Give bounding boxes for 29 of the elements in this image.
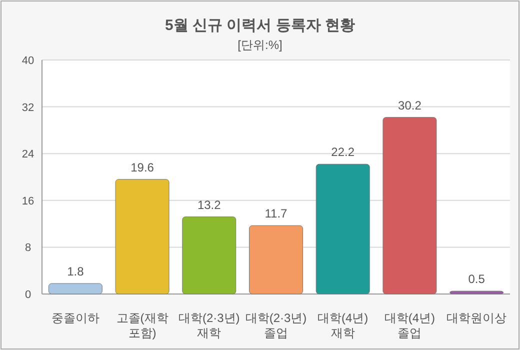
x-tick-label: 대학(4년) 졸업: [384, 311, 436, 340]
y-tick-label: 32: [22, 102, 34, 114]
data-label: 11.7: [264, 206, 288, 221]
chart-subtitle: [단위:%]: [238, 38, 282, 52]
y-tick-label: 24: [22, 148, 34, 161]
data-label: 22.2: [331, 145, 355, 160]
bar: [450, 290, 504, 294]
y-tick-label: 8: [24, 242, 32, 254]
x-tick-label: 대학(2·3년) 졸업: [245, 311, 307, 340]
bar: [115, 179, 170, 294]
y-tick-label: 16: [22, 195, 34, 208]
y-tick-label: 0: [24, 289, 32, 301]
data-label: 13.2: [197, 198, 222, 212]
bar: [382, 117, 437, 294]
x-tick-label: 대학원이상: [446, 311, 507, 325]
bar: [182, 216, 236, 294]
data-label: 0.5: [468, 272, 486, 286]
bar: [249, 225, 303, 294]
bar: [48, 283, 102, 294]
data-label: 19.6: [130, 160, 154, 174]
x-tick-label: 대학(2·3년) 재학: [178, 311, 240, 340]
x-tick-label: 중졸이하: [51, 311, 100, 325]
data-label: 1.8: [67, 264, 84, 278]
x-tick-label: 고졸(재학 포함): [116, 311, 168, 340]
bar: [316, 164, 370, 294]
x-tick-label: 대학(4년) 재학: [318, 311, 368, 340]
y-tick-label: 40: [22, 55, 34, 67]
chart-title: 5월 신규 이력서 등록자 현황: [164, 17, 356, 34]
data-label: 30.2: [398, 98, 422, 112]
